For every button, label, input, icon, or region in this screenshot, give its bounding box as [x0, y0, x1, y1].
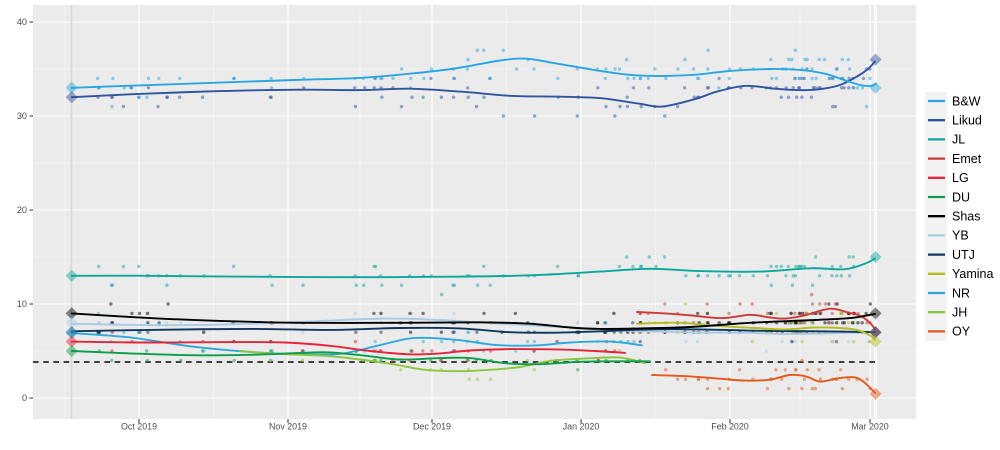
- svg-text:20: 20: [17, 205, 27, 215]
- svg-text:Shas: Shas: [952, 210, 981, 224]
- svg-text:DU: DU: [952, 190, 970, 204]
- svg-text:Likud: Likud: [952, 114, 982, 128]
- svg-text:Mar 2020: Mar 2020: [851, 421, 889, 431]
- svg-text:Dec 2019: Dec 2019: [413, 421, 451, 431]
- svg-text:Nov 2019: Nov 2019: [269, 421, 307, 431]
- svg-text:JL: JL: [952, 133, 965, 147]
- svg-text:JH: JH: [952, 306, 967, 320]
- svg-text:Emet: Emet: [952, 152, 982, 166]
- svg-text:NR: NR: [952, 286, 970, 300]
- svg-text:40: 40: [17, 17, 27, 27]
- svg-text:30: 30: [17, 111, 27, 121]
- svg-text:10: 10: [17, 299, 27, 309]
- svg-text:OY: OY: [952, 325, 971, 339]
- svg-text:Feb 2020: Feb 2020: [711, 421, 749, 431]
- svg-text:Oct 2019: Oct 2019: [121, 421, 157, 431]
- svg-text:YB: YB: [952, 229, 969, 243]
- svg-text:Jan 2020: Jan 2020: [563, 421, 600, 431]
- svg-text:LG: LG: [952, 171, 969, 185]
- svg-text:Yamina: Yamina: [952, 267, 994, 281]
- svg-text:0: 0: [22, 393, 27, 403]
- svg-text:B&W: B&W: [952, 94, 981, 108]
- svg-text:UTJ: UTJ: [952, 248, 975, 262]
